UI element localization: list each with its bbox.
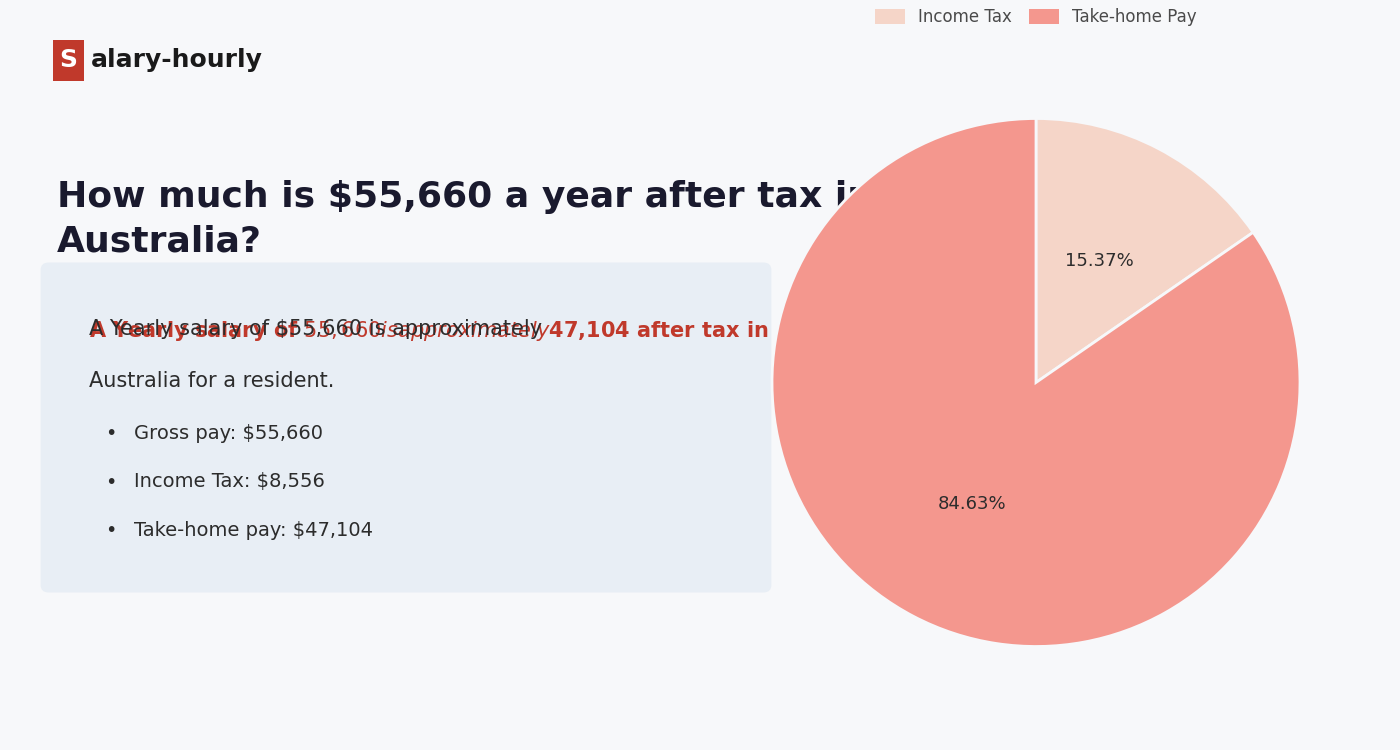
Wedge shape (771, 118, 1301, 646)
Text: How much is $55,660 a year after tax in
Australia?: How much is $55,660 a year after tax in … (57, 180, 872, 259)
Text: •: • (105, 424, 118, 442)
Text: •: • (105, 521, 118, 540)
FancyBboxPatch shape (53, 40, 84, 81)
Legend: Income Tax, Take-home Pay: Income Tax, Take-home Pay (868, 2, 1204, 33)
Text: Gross pay: $55,660: Gross pay: $55,660 (134, 424, 323, 442)
Text: Income Tax: $8,556: Income Tax: $8,556 (134, 472, 325, 491)
Text: Australia for a resident.: Australia for a resident. (90, 371, 335, 392)
FancyBboxPatch shape (41, 262, 771, 592)
Text: Take-home pay: $47,104: Take-home pay: $47,104 (134, 521, 372, 540)
Text: A Yearly salary of $55,660 is approximately: A Yearly salary of $55,660 is approximat… (90, 319, 549, 339)
Text: S: S (59, 48, 77, 72)
Text: A Yearly salary of $55,660 is approximately $47,104 after tax in: A Yearly salary of $55,660 is approximat… (90, 319, 769, 343)
Text: 15.37%: 15.37% (1065, 252, 1134, 270)
Text: alary-hourly: alary-hourly (91, 48, 263, 72)
Text: 84.63%: 84.63% (938, 495, 1007, 513)
Wedge shape (1036, 118, 1253, 382)
Text: •: • (105, 472, 118, 491)
